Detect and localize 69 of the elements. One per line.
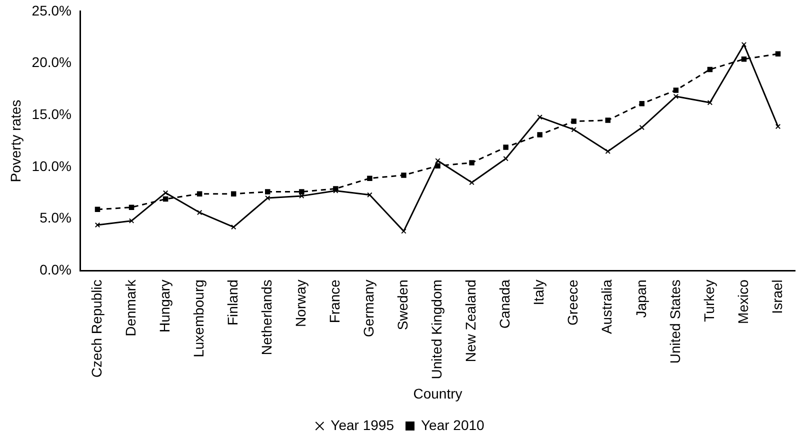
y-tick-label: 10.0% <box>32 158 72 174</box>
point <box>230 224 236 230</box>
point <box>673 94 679 100</box>
point <box>571 118 576 124</box>
y-tick-label: 5.0% <box>40 210 72 226</box>
point <box>401 172 406 178</box>
point <box>94 206 100 212</box>
x-tick-label: Denmark <box>122 278 138 336</box>
point <box>401 228 406 234</box>
y-tick-label: 0.0% <box>40 261 72 278</box>
point <box>707 66 713 72</box>
point <box>435 158 440 164</box>
x-tick-label: Turkey <box>700 280 717 322</box>
x-tick-label: Hungary <box>156 280 172 333</box>
x-tick-label: Australia <box>598 279 615 334</box>
y-axis-title: Poverty rates <box>7 100 24 182</box>
legend-label: Year 2010 <box>421 416 485 433</box>
point <box>265 189 270 194</box>
point <box>605 148 610 154</box>
point <box>162 196 168 202</box>
x-axis-title: Country <box>413 385 462 402</box>
y-tick-label: 25.0% <box>32 2 72 18</box>
x-tick-label: Greece <box>564 279 581 326</box>
x-tick-label: Israel <box>768 280 785 314</box>
y-tick-label: 20.0% <box>32 54 72 70</box>
point <box>741 56 747 62</box>
x-tick-label: Germany <box>360 280 377 338</box>
point <box>537 114 542 120</box>
x-tick-label: United Kingdom <box>428 280 445 380</box>
point <box>367 192 372 198</box>
x-tick-label: Norway <box>292 280 309 328</box>
point <box>128 218 134 224</box>
point <box>775 124 781 130</box>
point <box>673 88 679 93</box>
x-tick-label: Sweden <box>394 280 411 330</box>
point <box>230 191 236 196</box>
x-tick-label: Italy <box>530 280 547 306</box>
point <box>707 100 713 106</box>
point <box>775 51 781 57</box>
legend-label: Year 1995 <box>330 416 394 433</box>
point <box>196 210 202 216</box>
point <box>639 101 645 106</box>
x-tick-label: Netherlands <box>258 280 274 356</box>
x-tick-label: France <box>326 279 343 324</box>
x-tick-label: Mexico <box>734 279 751 324</box>
x-tick-label: Luxembourg <box>190 280 206 358</box>
x-tick-label: New Zealand <box>462 280 479 362</box>
point <box>128 204 134 210</box>
point <box>639 124 645 130</box>
point <box>367 176 372 181</box>
point <box>196 191 202 196</box>
x-tick-label: Canada <box>496 279 513 329</box>
point <box>162 190 168 196</box>
point <box>741 42 747 48</box>
point <box>503 144 508 150</box>
point <box>571 126 576 132</box>
point <box>469 160 474 166</box>
x-tick-label: Finland <box>224 280 240 326</box>
point <box>469 180 474 186</box>
y-tick-label: 15.0% <box>32 106 72 122</box>
point <box>537 132 542 138</box>
point <box>94 222 100 228</box>
point <box>605 118 610 123</box>
point <box>299 189 304 194</box>
x-tick-label: Czech Republic <box>88 280 104 378</box>
point <box>265 195 270 201</box>
x-tick-label: United States <box>666 280 683 364</box>
point <box>503 156 508 162</box>
x-tick-label: Japan <box>632 280 649 318</box>
